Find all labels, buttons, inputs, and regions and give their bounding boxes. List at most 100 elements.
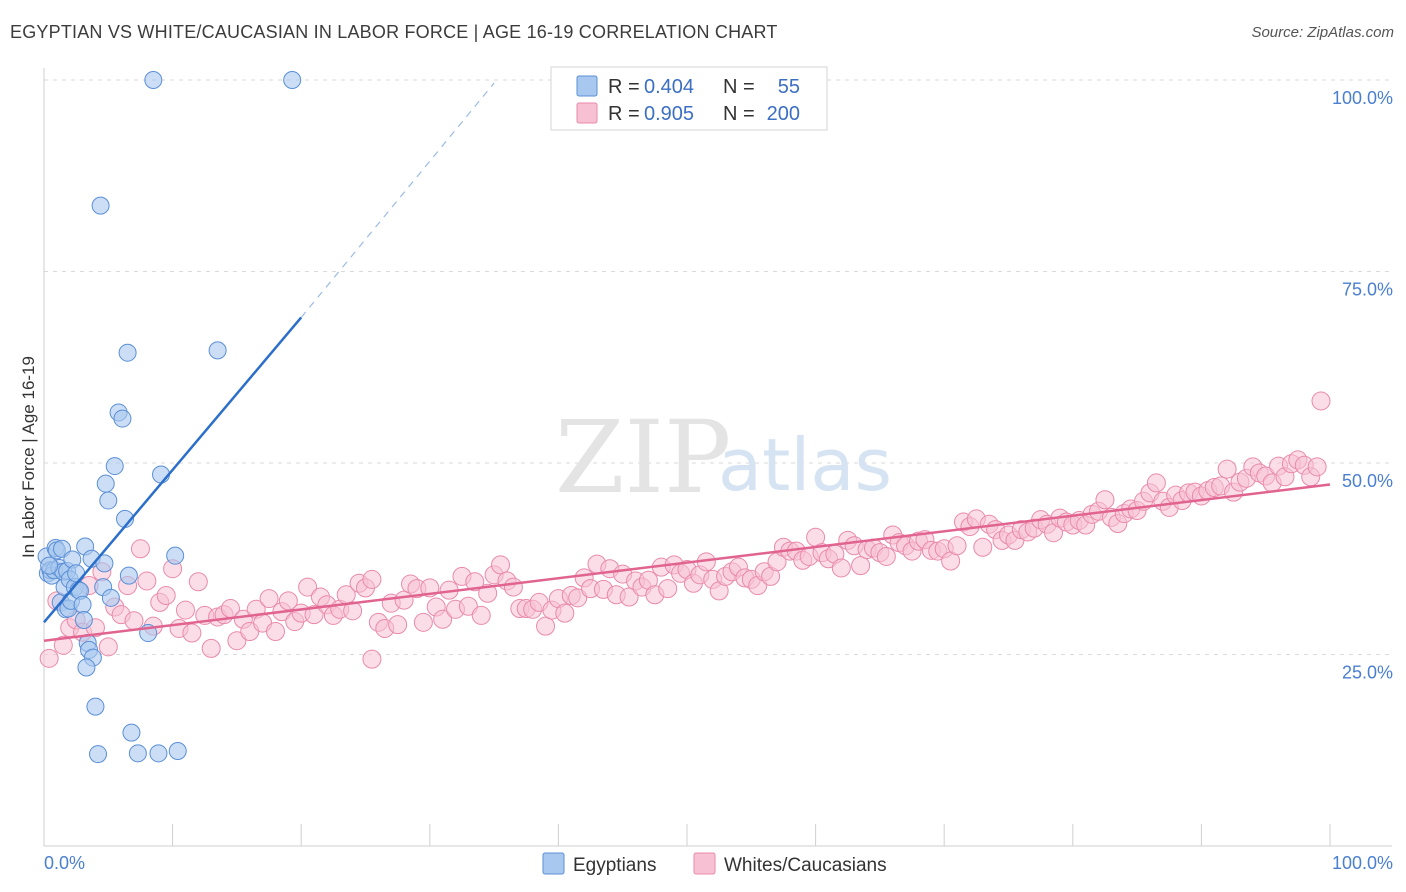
white-point-35 xyxy=(265,622,285,642)
egyptian-point-33 xyxy=(95,554,114,573)
white-point-54 xyxy=(388,615,408,635)
egyptian-point-34 xyxy=(96,474,115,493)
white-point-126 xyxy=(851,556,871,576)
stats-n-label-whites: N = xyxy=(723,103,755,125)
white-trend-line xyxy=(43,483,1331,642)
white-point-13 xyxy=(124,611,144,631)
white-point-70 xyxy=(491,555,511,575)
axes xyxy=(43,68,1392,847)
watermark: ZIP atlas xyxy=(555,399,892,516)
white-point-80 xyxy=(555,603,575,623)
white-point-50 xyxy=(362,569,382,589)
white-point-14 xyxy=(130,539,150,559)
egyptian-point-22 xyxy=(73,595,92,614)
x-tick-label-left: 0.0% xyxy=(44,853,85,873)
watermark-zip: ZIP xyxy=(555,399,731,516)
stats-r-value-whites: 0.905 xyxy=(644,103,694,125)
egyptian-point-19 xyxy=(67,564,86,583)
white-caucasian-points xyxy=(39,391,1331,669)
stats-r-value-egyptians: 0.404 xyxy=(644,76,694,98)
egyptian-point-53 xyxy=(40,556,59,575)
egyptian-point-36 xyxy=(101,588,120,607)
egyptian-point-30 xyxy=(89,745,108,764)
y-tick-label-1: 50.0% xyxy=(1342,471,1393,491)
legend-label-whites: Whites/Caucasians xyxy=(724,855,887,876)
white-point-67 xyxy=(471,605,491,625)
white-point-34 xyxy=(259,589,279,609)
egyptian-point-44 xyxy=(128,744,147,763)
y-tick-label-2: 75.0% xyxy=(1342,280,1393,300)
white-point-58 xyxy=(413,612,433,632)
white-point-198 xyxy=(1311,391,1331,411)
white-point-47 xyxy=(343,601,363,621)
white-point-141 xyxy=(947,536,967,556)
stats-r-label-egyptians: R = xyxy=(608,76,640,98)
egyptian-point-51 xyxy=(208,341,227,360)
legend-swatch-egyptians xyxy=(542,852,565,875)
egyptian-point-31 xyxy=(91,196,110,215)
white-point-172 xyxy=(1146,473,1166,493)
egyptian-trend-extension xyxy=(300,82,495,318)
egyptian-point-39 xyxy=(113,409,132,428)
white-point-164 xyxy=(1095,490,1115,510)
egyptian-points xyxy=(37,71,302,764)
y-axis-title: In Labor Force | Age 16-19 xyxy=(19,356,38,558)
white-point-197 xyxy=(1307,457,1327,477)
stats-n-value-whites: 200 xyxy=(767,103,800,125)
white-point-82 xyxy=(568,588,588,608)
y-tick-label-0: 25.0% xyxy=(1342,663,1393,683)
white-point-145 xyxy=(973,537,993,557)
egyptian-point-49 xyxy=(166,546,185,565)
white-point-66 xyxy=(465,572,485,592)
x-tick-label-right: 100.0% xyxy=(1332,853,1393,873)
stats-n-label-egyptians: N = xyxy=(723,76,755,98)
white-point-123 xyxy=(831,558,851,578)
stats-n-value-egyptians: 55 xyxy=(778,76,800,98)
egyptian-point-29 xyxy=(86,697,105,716)
y-tick-labels: 25.0% 50.0% 75.0% 100.0% xyxy=(1332,88,1393,683)
trend-lines xyxy=(43,82,1331,642)
y-tick-label-3: 100.0% xyxy=(1332,88,1393,108)
stats-r-label-whites: R = xyxy=(608,103,640,125)
legend-swatch-whites xyxy=(693,852,716,875)
stats-swatch-egyptians xyxy=(576,75,598,97)
white-point-130 xyxy=(876,546,896,566)
egyptian-point-35 xyxy=(99,491,118,510)
legend: Egyptians Whites/Caucasians xyxy=(542,852,887,876)
egyptian-point-50 xyxy=(168,742,187,761)
white-point-25 xyxy=(201,638,221,658)
white-point-72 xyxy=(503,577,523,597)
watermark-atlas: atlas xyxy=(718,423,892,507)
white-point-22 xyxy=(182,623,202,643)
legend-label-egyptians: Egyptians xyxy=(573,855,656,876)
white-point-183 xyxy=(1217,459,1237,479)
source-label: Source: ZipAtlas.com xyxy=(1251,24,1394,41)
egyptian-point-41 xyxy=(118,343,137,362)
egyptian-point-52 xyxy=(283,71,302,89)
white-point-68 xyxy=(478,583,498,603)
white-point-61 xyxy=(433,609,453,629)
stats-box: R = 0.404 N = 55 R = 0.905 N = 200 xyxy=(550,66,828,131)
white-point-0 xyxy=(39,648,59,668)
chart-title: EGYPTIAN VS WHITE/CAUCASIAN IN LABOR FOR… xyxy=(10,22,778,42)
egyptian-point-37 xyxy=(105,457,124,476)
white-point-9 xyxy=(98,637,118,657)
egyptian-trend-line xyxy=(43,316,303,624)
white-point-41 xyxy=(304,605,324,625)
white-point-18 xyxy=(156,586,176,606)
egyptian-point-48 xyxy=(152,465,171,484)
egyptian-point-54 xyxy=(77,658,96,677)
white-point-23 xyxy=(188,572,208,592)
egyptian-point-43 xyxy=(122,723,141,742)
grid-lines xyxy=(44,79,1392,655)
egyptian-point-47 xyxy=(149,744,168,763)
white-point-21 xyxy=(175,600,195,620)
white-point-65 xyxy=(458,596,478,616)
white-point-29 xyxy=(227,631,247,651)
egyptian-point-46 xyxy=(144,71,163,89)
white-point-96 xyxy=(658,579,678,599)
white-point-2 xyxy=(53,635,73,655)
white-point-77 xyxy=(536,616,556,636)
white-point-40 xyxy=(298,577,318,597)
